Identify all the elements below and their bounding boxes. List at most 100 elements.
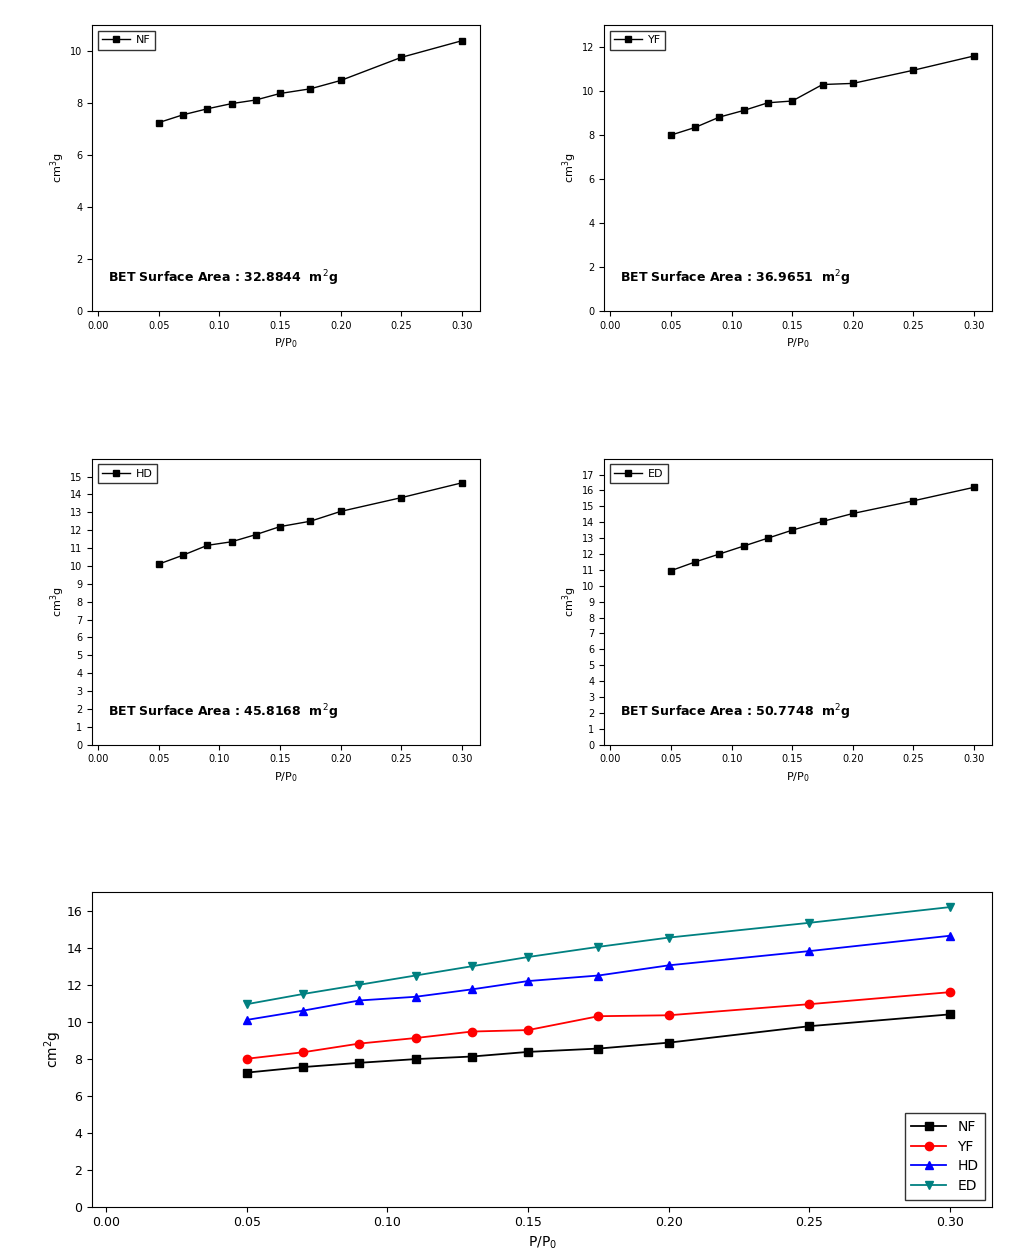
YF [944,984,957,999]
ED [816,514,829,529]
YF [240,1051,253,1066]
ED [968,480,980,495]
ED [762,530,774,546]
YF [690,119,702,134]
X-axis label: P/P$_0$: P/P$_0$ [274,769,298,783]
Y-axis label: cm$^3$g: cm$^3$g [49,153,68,184]
ED [786,523,798,538]
HD [353,993,365,1008]
YF [907,63,920,78]
Line: YF: YF [668,53,977,138]
YF [847,75,859,91]
NF [663,1035,675,1050]
NF [335,73,347,88]
Line: HD: HD [155,480,464,567]
HD [395,490,407,505]
YF [353,1036,365,1051]
ED [522,949,534,964]
ED [690,554,702,569]
NF [225,96,237,111]
NF [297,1060,309,1075]
YF [465,1024,478,1040]
HD [944,928,957,943]
YF [738,103,750,118]
HD [240,1012,253,1027]
NF [152,116,165,131]
ED [240,997,253,1012]
NF [803,1018,815,1033]
YF [522,1022,534,1037]
YF [968,48,980,63]
Legend: NF, YF, HD, ED: NF, YF, HD, ED [904,1114,985,1199]
YF [665,127,677,142]
YF [592,1008,605,1023]
ED [803,915,815,930]
HD [456,475,469,490]
NF [395,50,407,65]
Legend: NF: NF [97,30,154,49]
Y-axis label: cm$^3$g: cm$^3$g [561,587,579,617]
Line: ED: ED [242,903,954,1008]
NF [274,85,286,101]
NF [353,1056,365,1071]
HD [152,557,165,572]
HD [465,982,478,997]
HD [592,968,605,983]
YF [762,96,774,111]
Legend: HD: HD [97,464,157,483]
YF [803,997,815,1012]
NF [522,1045,534,1060]
ED [297,987,309,1002]
HD [803,944,815,959]
Text: BET Surface Area : 36.9651  m$^2$g: BET Surface Area : 36.9651 m$^2$g [620,269,850,288]
HD [335,504,347,519]
ED [409,968,421,983]
NF [202,102,214,117]
YF [816,77,829,92]
Line: ED: ED [668,484,977,573]
HD [225,534,237,549]
X-axis label: P/P$_0$: P/P$_0$ [274,337,298,351]
NF [240,1065,253,1080]
NF [592,1041,605,1056]
Legend: YF: YF [610,30,665,49]
YF [297,1045,309,1060]
HD [177,548,189,563]
NF [944,1007,957,1022]
Legend: ED: ED [610,464,668,483]
Y-axis label: cm$^3$g: cm$^3$g [49,587,68,617]
ED [592,939,605,954]
HD [250,527,262,542]
HD [274,519,286,534]
YF [713,109,725,124]
Line: HD: HD [242,931,954,1024]
HD [304,514,316,529]
NF [250,93,262,108]
YF [786,93,798,108]
Text: BET Surface Area : 32.8844  m$^2$g: BET Surface Area : 32.8844 m$^2$g [107,269,338,288]
ED [907,493,920,508]
HD [202,538,214,553]
NF [456,33,469,48]
ED [713,547,725,562]
X-axis label: P/P$_0$: P/P$_0$ [787,769,810,783]
ED [847,507,859,522]
X-axis label: P/P$_0$: P/P$_0$ [787,337,810,351]
YF [663,1008,675,1023]
HD [522,973,534,988]
Y-axis label: cm$^3$g: cm$^3$g [561,153,579,184]
ED [665,563,677,578]
HD [663,958,675,973]
ED [738,538,750,553]
Line: NF: NF [155,38,464,126]
HD [297,1003,309,1018]
Y-axis label: cm$^2$g: cm$^2$g [42,1031,63,1068]
Line: YF: YF [242,988,954,1063]
NF [304,82,316,97]
Text: BET Surface Area : 45.8168  m$^2$g: BET Surface Area : 45.8168 m$^2$g [107,703,338,722]
NF [177,107,189,122]
ED [944,900,957,915]
HD [409,989,421,1004]
NF [409,1052,421,1067]
YF [409,1031,421,1046]
